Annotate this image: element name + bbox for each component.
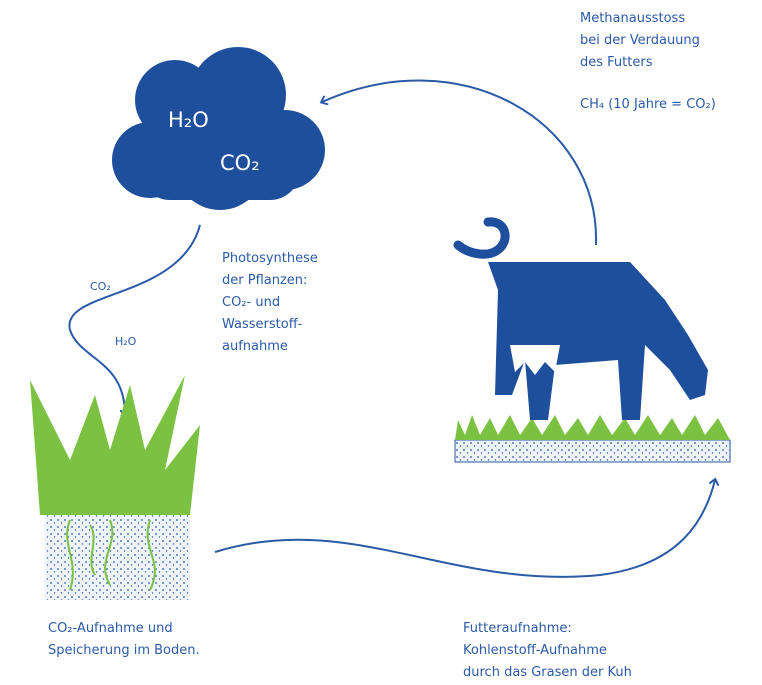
grass	[30, 375, 200, 515]
cloud-label: H₂O	[168, 108, 209, 132]
cow	[488, 262, 708, 420]
label: Speicherung im Boden.	[48, 643, 200, 658]
diagram: H₂O CO₂ Methanausstoss bei der Verdauung d…	[0, 0, 762, 685]
arrow	[322, 81, 596, 245]
label: CO₂- und	[222, 295, 280, 310]
label: H₂O	[115, 335, 137, 348]
label: des Futters	[580, 55, 653, 70]
label: CO₂-Aufnahme und	[48, 621, 173, 636]
label: Futteraufnahme:	[463, 621, 572, 636]
label: CO₂	[90, 280, 111, 293]
grass	[455, 415, 730, 440]
label: aufnahme	[222, 339, 288, 354]
label: CH₄ (10 Jahre = CO₂)	[580, 97, 716, 112]
label: Kohlenstoff-Aufnahme	[463, 643, 607, 658]
label: der Pflanzen:	[222, 273, 307, 288]
cloud-label: CO₂	[220, 151, 260, 175]
label: Methanausstoss	[580, 11, 685, 26]
label: Photosynthese	[222, 251, 318, 266]
label: durch das Grasen der Kuh	[463, 665, 632, 680]
arrow	[215, 480, 715, 577]
cloud	[112, 47, 325, 210]
label: Wasserstoff-	[222, 317, 303, 332]
cow-tail	[458, 222, 505, 254]
soil	[455, 440, 730, 462]
label: bei der Verdauung	[580, 33, 700, 48]
